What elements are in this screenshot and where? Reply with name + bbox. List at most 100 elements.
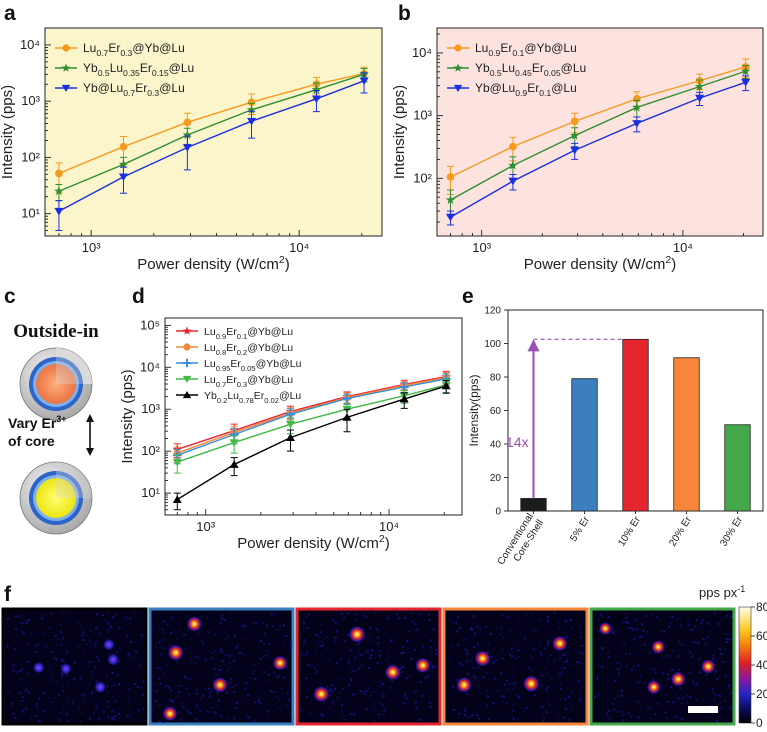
noise-pixel xyxy=(378,713,381,716)
noise-pixel xyxy=(185,687,188,690)
noise-pixel xyxy=(81,634,84,637)
legend-label-part: 0.9 xyxy=(488,48,500,58)
noise-pixel xyxy=(499,633,502,636)
noise-pixel xyxy=(482,676,485,679)
noise-pixel xyxy=(486,650,489,653)
noise-pixel xyxy=(376,662,379,665)
noise-pixel xyxy=(687,623,690,626)
noise-pixel xyxy=(213,711,216,714)
plot-area xyxy=(164,317,463,516)
noise-pixel xyxy=(558,626,561,629)
noise-pixel xyxy=(315,671,318,674)
noise-pixel xyxy=(104,619,107,622)
noise-pixel xyxy=(127,652,130,655)
noise-pixel xyxy=(52,638,55,641)
noise-pixel xyxy=(204,659,207,662)
emission-spot xyxy=(313,685,330,703)
noise-pixel xyxy=(579,697,582,700)
noise-pixel xyxy=(158,628,161,631)
x-tick-label: 10³ xyxy=(82,240,101,255)
noise-pixel xyxy=(285,635,288,638)
series-line xyxy=(177,384,447,463)
noise-pixel xyxy=(277,675,280,678)
data-point xyxy=(632,102,642,112)
data-point xyxy=(247,117,257,126)
noise-pixel xyxy=(91,691,94,694)
noise-pixel xyxy=(268,679,270,682)
noise-pixel xyxy=(620,694,623,697)
noise-pixel xyxy=(247,694,250,697)
noise-pixel xyxy=(570,692,573,695)
noise-pixel xyxy=(696,618,699,621)
noise-pixel xyxy=(154,700,157,703)
noise-pixel xyxy=(224,619,227,622)
noise-pixel xyxy=(219,621,222,624)
noise-pixel xyxy=(235,646,238,649)
noise-pixel xyxy=(539,618,542,621)
noise-pixel xyxy=(15,671,18,674)
noise-pixel xyxy=(378,654,381,657)
x-category-label: 30% Er xyxy=(718,514,745,548)
noise-pixel xyxy=(408,674,411,677)
noise-pixel xyxy=(95,707,98,710)
noise-pixel xyxy=(357,643,360,646)
noise-pixel xyxy=(154,642,157,645)
noise-pixel xyxy=(533,630,536,633)
legend-label-part: Er xyxy=(532,61,544,75)
noise-pixel xyxy=(47,697,50,700)
data-point xyxy=(229,460,239,468)
noise-pixel xyxy=(730,615,733,618)
legend-label-part: 0.05 xyxy=(544,68,561,78)
noise-pixel xyxy=(477,624,480,627)
noise-pixel xyxy=(231,621,234,624)
noise-pixel xyxy=(402,695,405,698)
noise-pixel xyxy=(569,618,572,621)
noise-pixel xyxy=(637,636,640,639)
noise-pixel xyxy=(214,649,217,652)
noise-pixel xyxy=(61,674,64,677)
noise-pixel xyxy=(678,668,681,671)
noise-pixel xyxy=(651,693,654,696)
noise-pixel xyxy=(161,638,164,641)
noise-pixel xyxy=(366,708,369,711)
noise-pixel xyxy=(211,707,214,710)
noise-pixel xyxy=(182,706,185,709)
noise-pixel xyxy=(71,701,74,704)
legend-label-part: 0.8 xyxy=(216,348,227,357)
legend-label-part: Lu xyxy=(204,326,216,338)
noise-pixel xyxy=(178,684,181,687)
nanoparticle-orange-core-icon xyxy=(19,347,93,421)
noise-pixel xyxy=(36,706,39,709)
noise-pixel xyxy=(686,695,689,698)
noise-pixel xyxy=(216,691,219,694)
noise-pixel xyxy=(271,690,274,693)
emission-spot xyxy=(700,659,716,674)
noise-pixel xyxy=(546,620,549,623)
noise-pixel xyxy=(690,640,693,643)
noise-pixel xyxy=(271,625,274,628)
noise-pixel xyxy=(650,707,653,710)
noise-pixel xyxy=(254,701,257,704)
data-point xyxy=(508,160,518,170)
noise-pixel xyxy=(173,671,176,674)
noise-pixel xyxy=(199,709,202,712)
y-tick-label: 10⁴ xyxy=(20,37,40,52)
noise-pixel xyxy=(189,662,192,665)
noise-pixel xyxy=(708,622,711,625)
noise-pixel xyxy=(430,650,433,653)
noise-pixel xyxy=(137,640,140,643)
noise-pixel xyxy=(37,719,40,722)
noise-pixel xyxy=(111,716,114,719)
noise-pixel xyxy=(709,630,712,633)
noise-pixel xyxy=(422,649,425,652)
noise-pixel xyxy=(542,716,545,719)
noise-pixel xyxy=(218,664,221,667)
noise-pixel xyxy=(367,667,370,670)
data-point xyxy=(172,458,182,467)
x-category-label: 10% Er xyxy=(616,514,643,548)
noise-pixel xyxy=(352,713,355,716)
legend-label-part: 0.1 xyxy=(237,332,248,341)
error-bar xyxy=(183,135,191,171)
noise-pixel xyxy=(715,693,718,696)
y-axis-label: Intensity (pps) xyxy=(391,85,408,179)
